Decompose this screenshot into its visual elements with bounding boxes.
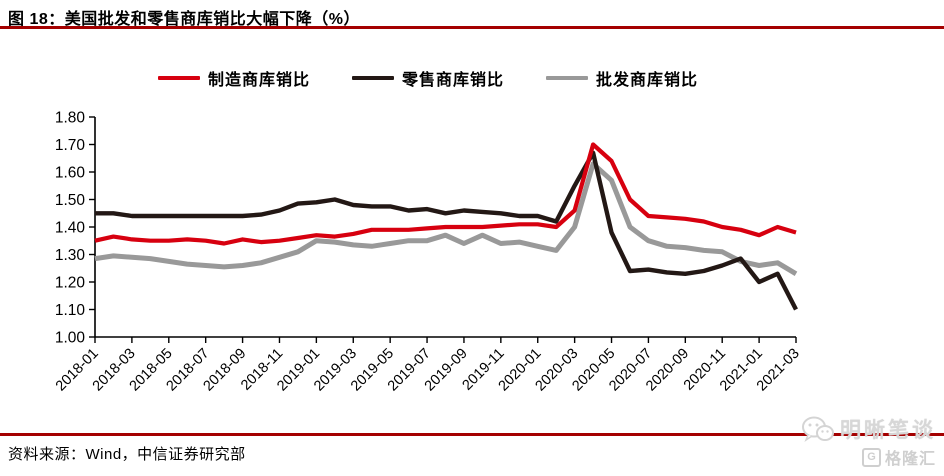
title-underline	[0, 26, 944, 29]
gelonghui-logo-icon: G	[861, 447, 881, 467]
legend-label-retailer: 零售商库销比	[402, 72, 505, 89]
legend-swatch-retailer	[352, 76, 395, 80]
watermark-brand-text: 明晰笔谈	[840, 419, 936, 442]
y-axis-label: 1.40	[55, 220, 86, 237]
legend-swatch-manufacturer	[158, 76, 200, 80]
series-line-manufacturer	[94, 142, 797, 246]
figure-title: 图 18：美国批发和零售商库销比大幅下降（%）	[8, 11, 360, 28]
y-axis-label: 1.00	[55, 330, 86, 347]
y-axis-label: 1.20	[55, 275, 86, 292]
y-axis-label: 1.60	[55, 165, 86, 182]
footer-rule	[0, 433, 944, 436]
legend-item-manufacturer: 制造商库销比	[158, 66, 310, 90]
watermark-logo-row: G 格隆汇	[801, 445, 936, 469]
wechat-icon	[802, 416, 834, 442]
y-axis-label: 1.80	[55, 110, 86, 127]
watermark: 明晰笔谈 G 格隆汇	[801, 414, 936, 469]
watermark-logo-text: 格隆汇	[884, 451, 936, 468]
legend-swatch-wholesaler	[546, 76, 589, 80]
chart-legend: 制造商库销比 零售商库销比 批发商库销比	[158, 66, 698, 90]
y-axis-label: 1.70	[55, 137, 86, 154]
legend-item-wholesaler: 批发商库销比	[546, 66, 698, 90]
legend-item-retailer: 零售商库销比	[352, 66, 504, 90]
source-note: 资料来源：Wind，中信证券研究部	[8, 446, 246, 463]
series-line-retailer	[95, 150, 798, 311]
watermark-brand-row: 明晰笔谈	[801, 414, 936, 444]
y-axis-label: 1.50	[55, 192, 86, 209]
y-axis-label: 1.10	[55, 302, 86, 319]
y-axis-label: 1.30	[55, 247, 86, 264]
legend-label-wholesaler: 批发商库销比	[596, 72, 699, 89]
series-line-wholesaler	[94, 161, 798, 276]
legend-label-manufacturer: 制造商库销比	[208, 72, 311, 89]
